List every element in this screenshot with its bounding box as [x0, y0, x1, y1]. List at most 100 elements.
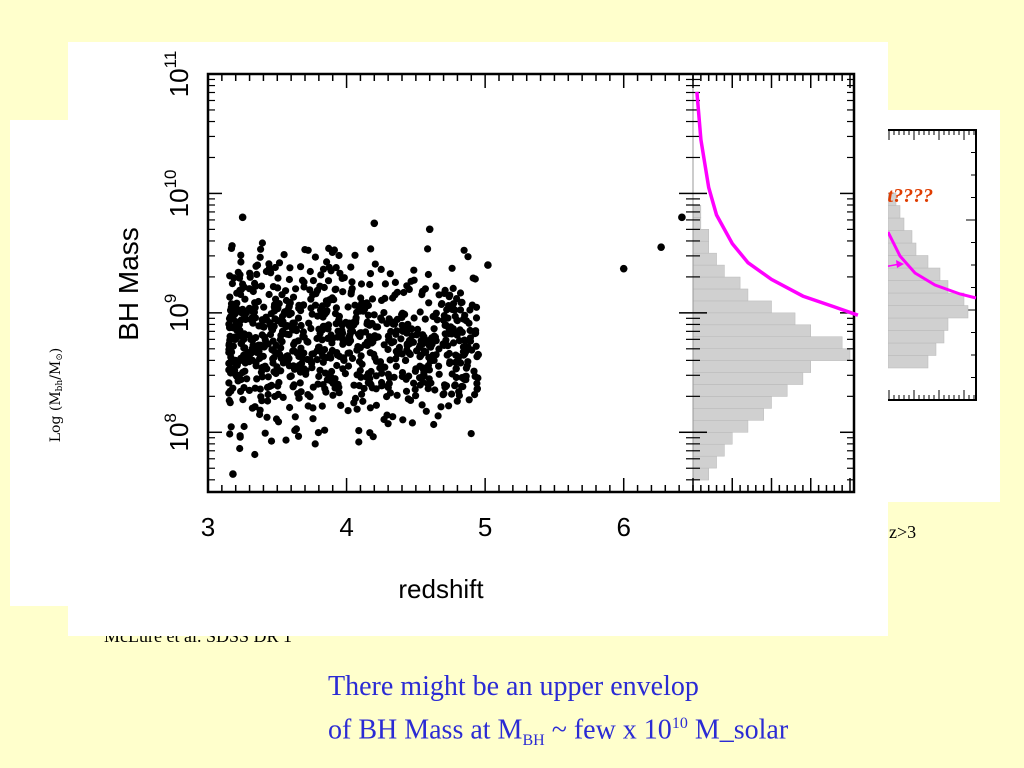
scatter-point	[309, 383, 317, 391]
scatter-point	[420, 333, 428, 341]
background-histogram-bar	[887, 292, 965, 306]
scatter-point	[449, 339, 458, 347]
scatter-point	[438, 300, 446, 308]
takeaway-text: There might be an upper envelop of BH Ma…	[328, 668, 788, 759]
scatter-point	[463, 362, 471, 370]
histogram-bar-8	[692, 372, 804, 385]
scatter-point	[332, 304, 340, 312]
scatter-point	[323, 258, 331, 266]
scatter-point	[228, 242, 236, 250]
scatter-point	[422, 407, 430, 415]
scatter-point	[336, 269, 344, 277]
scatter-point	[317, 271, 325, 279]
scatter-point	[458, 328, 466, 336]
scatter-point	[240, 330, 248, 338]
scatter-point	[300, 333, 308, 341]
scatter-point	[384, 420, 392, 428]
scatter-point	[474, 350, 483, 359]
scatter-point	[386, 356, 394, 364]
scatter-point	[271, 301, 279, 309]
scatter-point	[346, 337, 355, 345]
scatter-point	[313, 356, 321, 364]
scatter-point	[285, 362, 293, 370]
scatter-point	[329, 334, 337, 342]
background-histogram-bar	[887, 355, 929, 369]
scatter-point	[405, 285, 413, 293]
scatter-point	[332, 285, 340, 293]
scatter-point	[278, 338, 286, 346]
scatter-point	[258, 239, 266, 247]
scatter-point	[422, 348, 430, 356]
main-chart-panel: 3 4 5 6 108 109 1010 1011 redshift BH Mass	[68, 42, 888, 636]
scatter-point	[264, 390, 272, 399]
scatter-point	[393, 391, 401, 399]
scatter-point	[238, 213, 247, 222]
scatter-point	[333, 349, 341, 357]
scatter-point	[402, 375, 410, 383]
scatter-point	[253, 261, 262, 269]
scatter-point	[350, 381, 358, 389]
scatter-point	[233, 361, 241, 369]
scatter-point	[412, 392, 420, 400]
scatter-point	[319, 313, 327, 321]
background-annotation: it????	[882, 185, 933, 207]
mass-histogram	[692, 205, 851, 481]
scatter-point	[370, 350, 378, 358]
scatter-point	[237, 258, 245, 266]
scatter-point	[309, 404, 317, 412]
scatter-point	[359, 397, 367, 405]
scatter-point	[381, 280, 389, 288]
scatter-point	[335, 316, 343, 324]
y-axis-label: BH Mass	[113, 227, 144, 341]
scatter-point	[398, 310, 406, 319]
scatter-point	[366, 280, 374, 289]
scatter-point	[381, 294, 389, 302]
scatter-point	[225, 359, 233, 367]
scatter-point	[225, 348, 233, 357]
scatter-point	[239, 396, 247, 404]
scatter-point	[410, 314, 418, 322]
scatter-point	[276, 350, 284, 359]
scatter-point	[367, 245, 375, 253]
x-tick-label-5: 5	[478, 512, 492, 542]
scatter-point	[340, 354, 348, 362]
scatter-point	[251, 450, 259, 459]
scatter-point	[316, 366, 324, 374]
scatter-point	[410, 379, 418, 387]
histogram-bar-19	[692, 240, 709, 254]
scatter-point	[435, 362, 443, 370]
histogram-bar-9	[692, 360, 811, 373]
scatter-point	[432, 337, 440, 345]
scatter-point	[311, 440, 319, 448]
x-tick-label-6: 6	[616, 512, 630, 542]
scatter-point	[449, 284, 457, 292]
scatter-point	[299, 328, 307, 336]
scatter-point	[256, 253, 264, 261]
scatter-point	[257, 393, 265, 401]
axis-ticks	[207, 73, 854, 492]
scatter-point	[259, 352, 267, 360]
scatter-point	[431, 386, 439, 394]
scatter-point	[292, 425, 300, 433]
scatter-point	[335, 389, 343, 397]
scatter-point	[294, 314, 303, 322]
scatter-point	[280, 251, 288, 259]
scatter-point	[292, 285, 300, 293]
scatter-point	[274, 274, 282, 282]
scatter-point	[441, 381, 449, 389]
bh-mass-redshift-chart: 3 4 5 6 108 109 1010 1011 redshift BH Mass	[113, 51, 859, 604]
scatter-point	[277, 367, 285, 375]
scatter-point	[420, 372, 428, 380]
background-envelope-curve	[886, 231, 977, 300]
scatter-point	[239, 280, 247, 288]
scatter-point	[452, 373, 460, 382]
background-histogram-bar	[887, 330, 945, 344]
scatter-point	[442, 336, 450, 344]
scatter-point	[253, 348, 261, 356]
scatter-point	[678, 213, 686, 222]
scatter-point	[437, 403, 445, 411]
takeaway-line-2: of BH Mass at MBH ~ few x 1010 M_solar	[328, 705, 788, 759]
scatter-point	[253, 375, 261, 383]
x-tick-label-4: 4	[339, 512, 353, 542]
x-axis-label: redshift	[398, 574, 484, 604]
